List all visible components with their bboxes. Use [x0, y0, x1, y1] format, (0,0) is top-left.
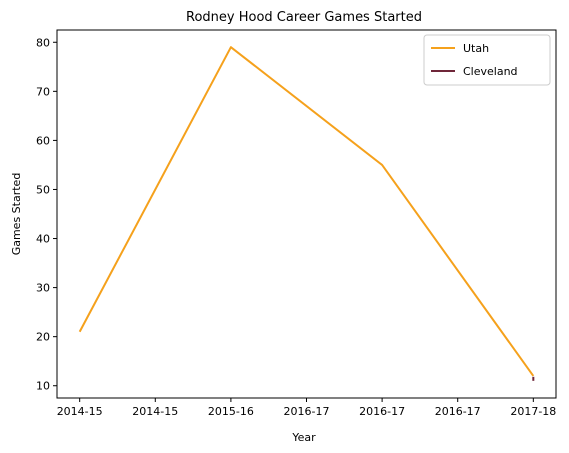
x-tick-label: 2015-16 [208, 405, 254, 418]
y-tick-label: 30 [36, 282, 50, 295]
y-axis-label: Games Started [10, 173, 23, 256]
x-tick-label: 2014-15 [132, 405, 178, 418]
series-line-utah [80, 47, 534, 376]
x-tick-label: 2016-17 [359, 405, 405, 418]
y-tick-label: 40 [36, 233, 50, 246]
y-tick-label: 50 [36, 183, 50, 196]
x-tick-label: 2016-17 [435, 405, 481, 418]
legend-label-utah: Utah [463, 42, 489, 55]
chart-title: Rodney Hood Career Games Started [186, 10, 422, 25]
series-layer [80, 47, 534, 381]
y-tick-label: 70 [36, 85, 50, 98]
y-axis: 10 20 30 40 50 60 70 80 [36, 36, 57, 392]
x-tick-label: 2014-15 [57, 405, 103, 418]
x-tick-label: 2016-17 [284, 405, 330, 418]
legend: Utah Cleveland [424, 35, 550, 85]
y-tick-label: 20 [36, 331, 50, 344]
y-tick-label: 80 [36, 36, 50, 49]
y-tick-label: 10 [36, 380, 50, 393]
legend-label-cleveland: Cleveland [463, 65, 518, 78]
y-tick-label: 60 [36, 134, 50, 147]
x-axis: 2014-15 2014-15 2015-16 2016-17 2016-17 2016-… [57, 398, 557, 418]
x-axis-label: Year [291, 431, 316, 444]
x-tick-label: 2017-18 [510, 405, 556, 418]
